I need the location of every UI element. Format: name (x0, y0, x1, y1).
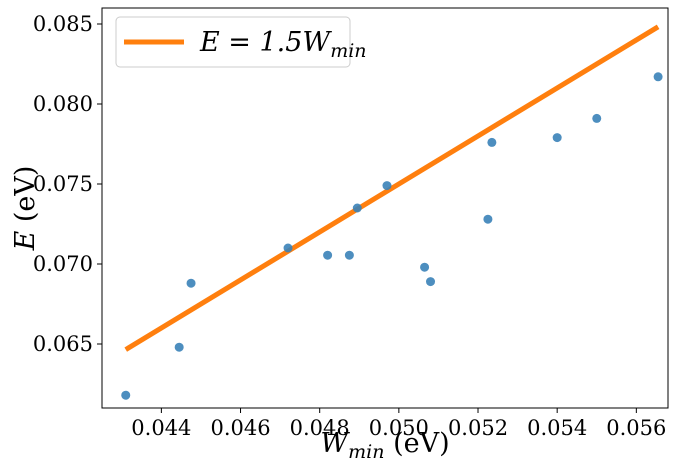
scatter-point (483, 214, 493, 224)
x-tick-label: 0.048 (290, 416, 350, 440)
x-tick-label: 0.052 (448, 416, 508, 440)
x-tick-label: 0.044 (131, 416, 191, 440)
scatter-point (352, 203, 362, 213)
scatter-point (382, 181, 392, 191)
scatter-point (344, 250, 354, 260)
legend-box (115, 16, 351, 68)
y-tick-label: 0.085 (33, 12, 93, 36)
scatter-point (174, 342, 184, 352)
legend: E = 1.5Wmin (115, 16, 367, 68)
x-tick-label: 0.056 (606, 416, 666, 440)
scatter-point (420, 262, 430, 272)
scatter-point (186, 278, 196, 288)
x-tick-label: 0.046 (210, 416, 270, 440)
y-tick-label: 0.075 (33, 172, 93, 196)
y-axis-ticks: 0.065 0.070 0.075 0.080 0.085 (33, 12, 102, 356)
y-tick-label: 0.080 (33, 92, 93, 116)
y-tick-label: 0.070 (33, 252, 93, 276)
x-axis-ticks: 0.044 0.046 0.048 0.050 0.052 0.054 0.056 (131, 408, 666, 440)
x-axis-label: Wmin (eV) (320, 428, 449, 462)
scatter-point (552, 133, 562, 143)
scatter-point (426, 277, 436, 287)
scatter-point (283, 243, 293, 253)
scatter-point (592, 113, 602, 123)
axes-frame (101, 7, 669, 409)
y-axis-label: E (eV) (10, 166, 41, 252)
x-tick-label: 0.054 (527, 416, 587, 440)
legend-label-fit-line: E = 1.5Wmin (199, 27, 367, 62)
fit-line (124, 24, 660, 352)
scatter-point (487, 137, 497, 147)
points-layer (121, 72, 663, 400)
scatter-point (121, 390, 131, 400)
scatter-point (653, 72, 663, 82)
scatter-point (323, 250, 333, 260)
x-tick-label: 0.050 (369, 416, 429, 440)
line-layer (124, 24, 660, 352)
y-tick-label: 0.065 (33, 332, 93, 356)
